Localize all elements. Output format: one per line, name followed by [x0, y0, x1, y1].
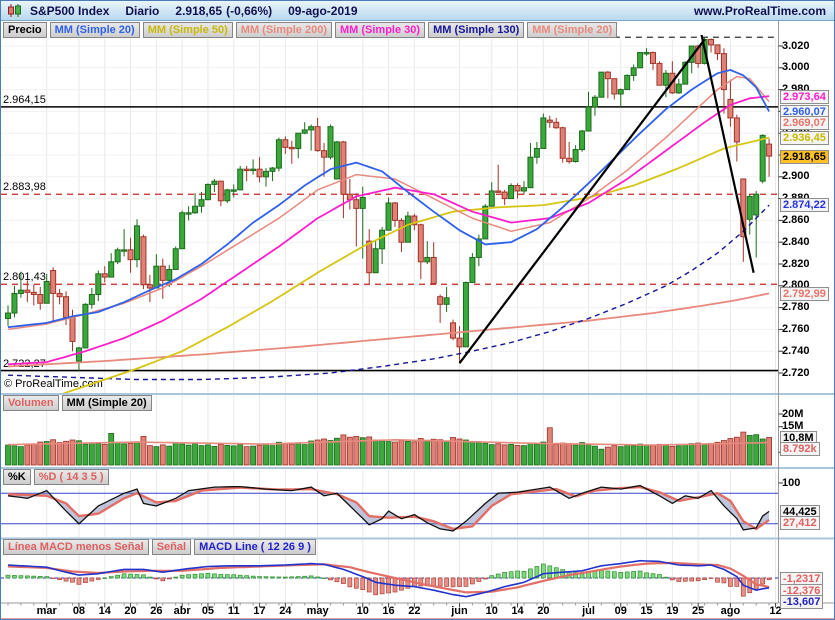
price-axis-tick-12: 2.780 — [782, 301, 810, 314]
macd-indicator-chip-2[interactable]: MACD Line ( 12 26 9 ) — [194, 539, 316, 555]
macd-badge-0: -1,2317 — [780, 572, 824, 587]
macd-indicator-chip-1[interactable]: Señal — [151, 539, 192, 555]
price-axis-tick-13: 2.760 — [782, 322, 810, 335]
x-axis-label-2: 14 — [98, 605, 111, 617]
price-indicator-chip-2[interactable]: MM (Simple 50) — [142, 22, 233, 38]
price-axis-tick-10: 2.820 — [782, 257, 810, 270]
price-indicator-chip-3[interactable]: MM (Simple 200) — [235, 22, 332, 38]
volume-axis-tick-0: 20M — [782, 407, 804, 420]
x-axis-label-0: mar — [36, 605, 57, 617]
price-badge-2: 2.969,07 — [780, 116, 829, 131]
volume-badge-1: 8.792k — [780, 442, 820, 457]
price-legend: Precio MM (Simple 20) MM (Simple 50) MM (Si… — [3, 22, 618, 38]
x-axis-label-22: 25 — [692, 605, 705, 617]
x-axis-label-1: 08 — [72, 605, 86, 617]
macd-legend: Línea MACD menos Señal Señal MACD Line ( 1… — [3, 539, 316, 555]
x-axis-label-8: 17 — [253, 605, 266, 617]
last-price: 2.918,65 — [175, 3, 223, 18]
stoch-indicator-chip-0[interactable]: %K — [3, 469, 31, 485]
x-axis-label-7: 11 — [227, 605, 240, 617]
x-axis-label-24: 12 — [769, 605, 782, 617]
price-indicator-chip-5[interactable]: MM (Simple 130) — [428, 22, 525, 38]
price-change: (-0,66%) — [226, 3, 273, 18]
x-axis-label-21: 19 — [666, 605, 679, 617]
x-axis-label-20: 15 — [640, 605, 653, 617]
price-axis-tick-6: 2.900 — [782, 170, 810, 183]
price-badge-3: 2.936,45 — [780, 130, 829, 145]
symbol-name: S&P500 Index — [30, 3, 110, 18]
title-bar: S&P500 Index Diario 2.918,65 (-0,66%) 09… — [1, 1, 834, 21]
stoch-indicator-chip-1[interactable]: %D ( 14 3 5 ) — [33, 469, 109, 485]
x-axis-label-23: ago — [720, 605, 741, 617]
price-badge-0: 2.973,64 — [780, 90, 829, 105]
price-badge-4: 2.918,65 — [780, 149, 829, 164]
x-axis-label-9: 24 — [279, 605, 292, 617]
stoch-badge-1: 27,412 — [780, 516, 820, 531]
price-axis-tick-14: 2.740 — [782, 344, 810, 357]
macd-badge-2: -13,607 — [780, 595, 824, 610]
price-axis-tick-0: 3.020 — [782, 39, 810, 52]
price-indicator-chip-4[interactable]: MM (Simple 30) — [334, 22, 426, 38]
price-axis-tick-8: 2.860 — [782, 213, 810, 226]
price-indicator-chip-6[interactable]: MM (Simple 20) — [527, 22, 618, 38]
price-badge-6: 2.792,99 — [780, 286, 829, 301]
x-axis-label-13: 22 — [408, 605, 421, 617]
volume-badge-0: 10,8M — [780, 430, 817, 445]
x-axis-label-6: 05 — [201, 605, 215, 617]
stoch-legend: %K %D ( 14 3 5 ) — [3, 469, 109, 485]
stoch-axis-tick-0: 100 — [782, 476, 801, 489]
timeframe-label: Diario — [125, 3, 160, 18]
price-axis-tick-1: 3.000 — [782, 61, 810, 74]
x-axis-label-4: 26 — [150, 605, 163, 617]
price-level-label-1: 2.883,98 — [3, 181, 46, 194]
x-axis-label-16: 14 — [511, 605, 524, 617]
price-axis-tick-9: 2.840 — [782, 235, 810, 248]
x-axis-label-15: 10 — [485, 605, 498, 617]
volume-indicator-chip-0[interactable]: Volumen — [3, 395, 59, 411]
x-axis-label-18: jul — [582, 605, 595, 617]
x-axis-label-14: jun — [451, 605, 468, 617]
volume-axis-tick-1: 15M — [782, 420, 804, 433]
price-axis-tick-15: 2.720 — [782, 366, 810, 379]
prorealtime-url: www.ProRealTime.com — [693, 3, 826, 18]
watermark: © ProRealTime.com — [4, 378, 103, 390]
x-axis-label-19: 09 — [614, 605, 627, 617]
x-axis-label-12: 16 — [382, 605, 395, 617]
price-level-label-2: 2.801,43 — [3, 271, 46, 284]
x-axis-label-5: abr — [173, 605, 191, 617]
price-indicator-chip-1[interactable]: MM (Simple 20) — [49, 22, 140, 38]
x-axis-label-3: 20 — [124, 605, 137, 617]
volume-indicator-chip-1[interactable]: MM (Simple 20) — [61, 395, 152, 411]
price-indicator-chip-0[interactable]: Precio — [3, 22, 47, 38]
x-axis-label-11: 10 — [356, 605, 369, 617]
session-date: 09-ago-2019 — [288, 3, 358, 18]
price-level-label-0: 2.964,15 — [3, 93, 46, 106]
candlestick-logo-icon — [7, 4, 22, 17]
x-axis-label-17: 20 — [537, 605, 550, 617]
x-axis-label-10: may — [306, 605, 329, 617]
macd-indicator-chip-0[interactable]: Línea MACD menos Señal — [3, 539, 149, 555]
volume-legend: Volumen MM (Simple 20) — [3, 395, 152, 411]
price-badge-5: 2.874,22 — [780, 198, 829, 213]
